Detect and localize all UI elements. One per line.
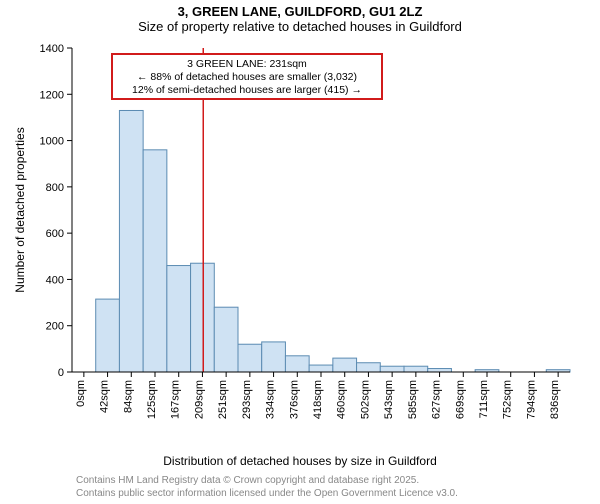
histogram-svg: 0 200 400 600 800 1000 1200 1400 0sqm 42sqm 84sqm 1… [0, 44, 600, 444]
footer-line2: Contains public sector information licen… [76, 488, 458, 501]
histogram-bar [333, 358, 357, 372]
histogram-bar [167, 266, 191, 372]
y-tick-label: 1400 [40, 44, 64, 55]
annotation-text: ← 88% of detached houses are smaller (3,… [137, 71, 357, 83]
y-tick-label: 1000 [40, 136, 64, 148]
histogram-bar [357, 363, 381, 372]
page-title-line1: 3, GREEN LANE, GUILDFORD, GU1 2LZ [0, 4, 600, 19]
footer-attribution: Contains HM Land Registry data © Crown c… [76, 475, 458, 500]
x-tick-label: 334sqm [265, 380, 277, 419]
page-title-line2: Size of property relative to detached ho… [0, 19, 600, 34]
y-tick-label: 600 [46, 228, 64, 240]
x-tick-label: 167sqm [170, 380, 182, 419]
x-tick-label: 752sqm [502, 380, 514, 419]
x-tick-label: 502sqm [359, 380, 371, 419]
x-tick-label: 836sqm [549, 380, 561, 419]
histogram-bar [309, 365, 333, 372]
histogram-bar [96, 299, 120, 372]
x-tick-label: 585sqm [407, 380, 419, 419]
x-tick-label: 293sqm [241, 380, 253, 419]
histogram-bar [285, 356, 309, 372]
footer-line1: Contains HM Land Registry data © Crown c… [76, 475, 458, 488]
histogram-bar [214, 307, 238, 372]
x-axis-label: Distribution of detached houses by size … [0, 454, 600, 468]
histogram-bar [238, 344, 262, 372]
histogram-bar [428, 369, 452, 372]
y-tick-label: 400 [46, 274, 64, 286]
annotation-text: 12% of semi-detached houses are larger (… [132, 84, 362, 96]
x-tick-label: 125sqm [146, 380, 158, 419]
y-tick-label: 0 [58, 367, 64, 379]
histogram-bar [119, 110, 143, 372]
histogram-bar [404, 366, 428, 372]
x-tick-label: 794sqm [525, 380, 537, 419]
x-tick-label: 376sqm [288, 380, 300, 419]
histogram-bar [191, 263, 215, 372]
x-tick-label: 543sqm [383, 380, 395, 419]
x-tick-label: 42sqm [99, 380, 111, 413]
x-tick-label: 418sqm [312, 380, 324, 419]
x-tick-label: 627sqm [431, 380, 443, 419]
x-tick-label: 209sqm [193, 380, 205, 419]
y-tick-label: 200 [46, 321, 64, 333]
annotation-text: 3 GREEN LANE: 231sqm [187, 58, 307, 70]
y-axis-label: Number of detached properties [13, 127, 27, 292]
x-tick-label: 0sqm [75, 380, 87, 407]
histogram-bar [262, 342, 286, 372]
y-tick-label: 1200 [40, 89, 64, 101]
x-tick-label: 460sqm [336, 380, 348, 419]
histogram-bar [380, 366, 404, 372]
y-tick-label: 800 [46, 182, 64, 194]
x-tick-label: 711sqm [478, 380, 490, 418]
chart-container: 0 200 400 600 800 1000 1200 1400 0sqm 42sqm 84sqm 1… [0, 44, 600, 444]
histogram-bar [143, 150, 167, 372]
x-tick-label: 669sqm [454, 380, 466, 419]
x-tick-label: 84sqm [122, 380, 134, 413]
x-tick-label: 251sqm [217, 380, 229, 419]
